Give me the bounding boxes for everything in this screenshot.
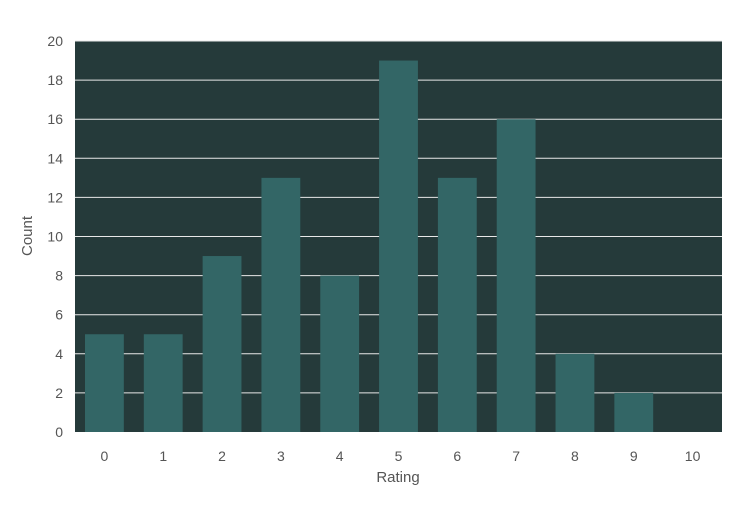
bar xyxy=(555,353,595,432)
x-tick-label: 10 xyxy=(685,448,701,464)
x-tick-label: 8 xyxy=(571,448,579,464)
y-tick-label: 6 xyxy=(55,307,63,323)
x-tick-label: 7 xyxy=(512,448,520,464)
bar xyxy=(496,119,536,432)
x-tick-label: 4 xyxy=(336,448,344,464)
y-tick-label: 8 xyxy=(55,268,63,284)
bars xyxy=(84,60,654,433)
bar xyxy=(261,177,301,432)
x-tick-label: 0 xyxy=(101,448,109,464)
x-tick-label: 6 xyxy=(453,448,461,464)
x-tick-label: 2 xyxy=(218,448,226,464)
bar xyxy=(202,256,242,432)
bar xyxy=(84,334,124,432)
y-tick-label: 2 xyxy=(55,385,63,401)
y-tick-label: 16 xyxy=(47,111,63,127)
y-tick-label: 10 xyxy=(47,229,63,245)
x-axis-ticks: 0 1 2 3 4 5 6 7 8 9 10 xyxy=(101,448,701,464)
x-tick-label: 5 xyxy=(395,448,403,464)
y-tick-label: 0 xyxy=(55,424,63,440)
bar xyxy=(437,177,477,432)
y-tick-label: 12 xyxy=(47,189,63,205)
y-axis-label: Count xyxy=(19,215,36,256)
bar xyxy=(379,60,418,433)
bar xyxy=(320,275,360,432)
y-tick-label: 14 xyxy=(47,150,63,166)
y-tick-label: 18 xyxy=(47,72,63,88)
y-tick-label: 4 xyxy=(55,346,63,362)
x-tick-label: 1 xyxy=(159,448,167,464)
x-tick-label: 9 xyxy=(630,448,638,464)
x-axis-label: Rating xyxy=(376,469,419,486)
bar xyxy=(143,334,183,432)
x-tick-label: 3 xyxy=(277,448,285,464)
y-axis-ticks: 0 2 4 6 8 10 12 14 16 18 20 xyxy=(47,33,63,440)
bar xyxy=(614,392,654,432)
y-tick-label: 20 xyxy=(47,33,63,49)
